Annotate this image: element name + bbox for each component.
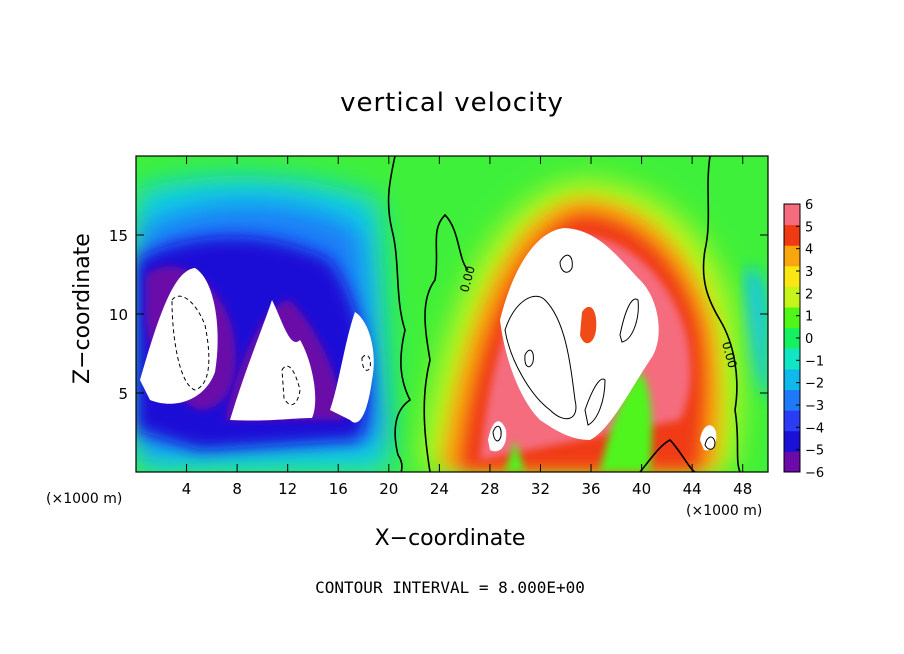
- colorbar-tick-label: 0: [805, 332, 813, 347]
- y-axis-label: Z−coordinate: [70, 233, 95, 384]
- colorbar-tick-label: −4: [805, 421, 824, 436]
- x-unit-label-left: (×1000 m): [46, 491, 123, 507]
- y-tick-label: 5: [118, 385, 128, 403]
- colorbar-swatch: [784, 307, 800, 329]
- x-tick-label: 44: [683, 480, 702, 498]
- x-unit-label-right: (×1000 m): [686, 503, 763, 519]
- contour-labels: 0.00 0.00: [457, 264, 739, 369]
- dashed-contour-lines: [171, 295, 371, 406]
- colorbar-tick-label: 1: [805, 310, 813, 325]
- colorbar-swatch: [784, 430, 800, 452]
- colorbar-tick-label: 4: [805, 243, 813, 258]
- contour-interval-note: CONTOUR INTERVAL = 8.000E+00: [315, 578, 585, 597]
- contour-label: 0.00: [719, 340, 739, 369]
- x-tick-label: 8: [232, 480, 242, 498]
- x-tick-label: 4: [182, 480, 192, 498]
- colorbar-tick-label: −5: [805, 444, 824, 459]
- inner-contour-lines: [492, 254, 716, 450]
- x-tick-label: 32: [531, 480, 550, 498]
- colorbar-tick-label: 3: [805, 265, 813, 280]
- x-tick-label: 48: [733, 480, 752, 498]
- colorbar-swatch: [784, 368, 800, 391]
- colorbar-swatch: [784, 348, 800, 370]
- heatmap-field: [136, 156, 768, 472]
- x-tick-label: 16: [329, 480, 348, 498]
- contour-lines: [387, 156, 741, 472]
- chart-title: vertical velocity: [340, 88, 564, 118]
- colorbar-tick-label: −2: [805, 377, 824, 392]
- y-tick-label: 15: [109, 227, 128, 245]
- colorbar-swatch: [784, 265, 800, 287]
- x-axis-label: X−coordinate: [374, 526, 526, 551]
- colorbar-swatch: [784, 389, 800, 411]
- x-tick-label: 12: [278, 480, 297, 498]
- colorbar-tick-label: −6: [805, 466, 824, 481]
- colorbar-swatch: [784, 410, 800, 432]
- colorbar-tick-label: 6: [805, 198, 813, 213]
- x-tick-label: 24: [430, 480, 449, 498]
- y-axis: 5 10 15: [109, 227, 768, 403]
- colorbar-swatch: [784, 204, 800, 226]
- colorbar-swatch: [784, 245, 800, 267]
- colorbar-swatch: [784, 286, 800, 308]
- x-axis: 4 8 12 16 20 24 28 32 36 40 44 48: [182, 156, 752, 498]
- x-tick-label: 20: [379, 480, 398, 498]
- contour-label: 0.00: [457, 264, 477, 293]
- x-tick-label: 28: [480, 480, 499, 498]
- x-tick-label: 36: [581, 480, 600, 498]
- colorbar-swatch: [784, 451, 800, 473]
- colorbar-tick-label: −3: [805, 399, 824, 414]
- colorbar-tick-label: 2: [805, 287, 813, 302]
- y-tick-label: 10: [109, 306, 128, 324]
- colorbar-tick-label: −1: [805, 354, 824, 369]
- colorbar-swatch: [784, 327, 800, 349]
- colorbar-tick-label: 5: [805, 220, 813, 235]
- x-tick-label: 40: [632, 480, 651, 498]
- colorbar-swatch: [784, 224, 800, 246]
- colorbar: 6 5 4 3 2 1 0 −1 −2 −3 −4 −5 −6: [783, 198, 824, 481]
